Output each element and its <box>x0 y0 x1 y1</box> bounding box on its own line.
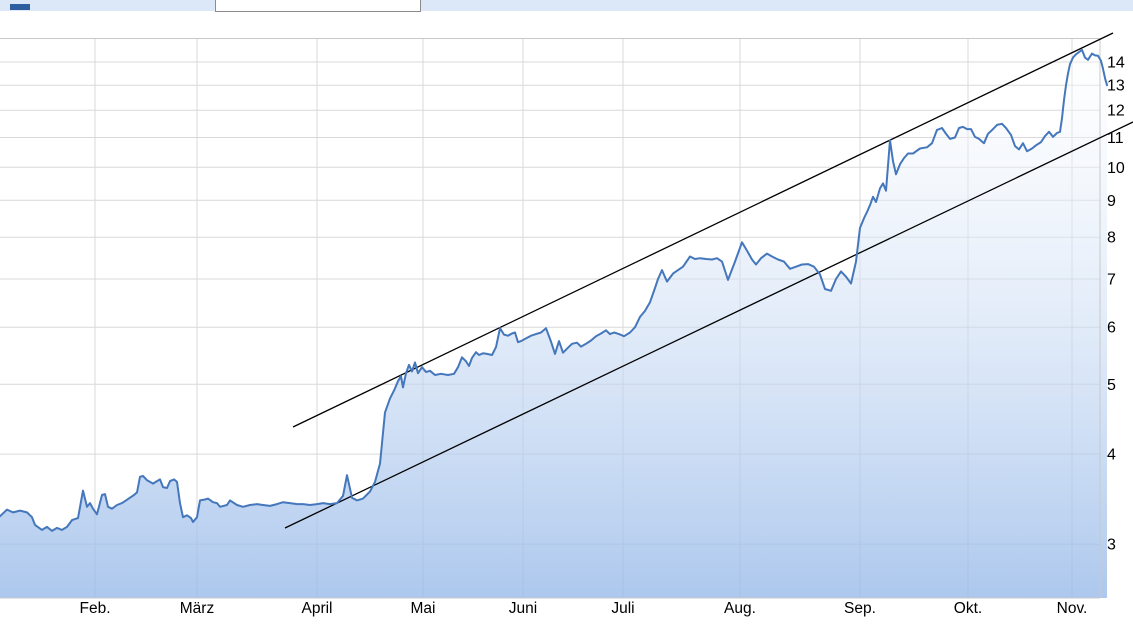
price-area <box>0 49 1107 598</box>
y-axis-label: 4 <box>1107 447 1116 464</box>
trend-channel-lines <box>284 32 1133 529</box>
x-axis-label: Feb. <box>79 600 110 617</box>
y-axis-label: 7 <box>1107 272 1116 289</box>
y-axis-label: 14 <box>1107 55 1125 72</box>
x-axis-label: März <box>180 600 214 617</box>
toolbar-logo-block <box>10 4 30 10</box>
top-toolbar-strip <box>0 0 1133 12</box>
x-axis-label: Sep. <box>844 600 876 617</box>
x-axis-label: Juni <box>509 600 537 617</box>
trendline-upper <box>292 32 1114 428</box>
y-axis-label: 12 <box>1107 103 1125 120</box>
y-axis-labels: 3 4 5 6 7 8 9 10 11 12 13 14 <box>1107 55 1125 554</box>
x-axis-label: Juli <box>611 600 634 617</box>
y-axis-label: 13 <box>1107 78 1125 95</box>
y-axis-label: 10 <box>1107 160 1125 177</box>
y-axis-label: 3 <box>1107 537 1116 554</box>
x-axis-label: Nov. <box>1057 600 1088 617</box>
price-line <box>0 48 1108 532</box>
price-series-line <box>0 48 1108 532</box>
x-axis-label: Okt. <box>954 600 982 617</box>
x-axis-labels: Feb. März April Mai Juni Juli Aug. Sep. Okt. Nov. <box>79 600 1087 617</box>
y-axis-label: 8 <box>1107 230 1116 247</box>
trendline-lower <box>284 121 1133 529</box>
y-axis-label: 6 <box>1107 320 1116 337</box>
plot-border <box>0 38 1101 599</box>
x-axis-label: Mai <box>411 600 436 617</box>
y-axis-label: 11 <box>1107 130 1124 147</box>
toolbar-dropdown-box[interactable] <box>215 0 421 12</box>
y-axis-label: 5 <box>1107 377 1116 394</box>
x-axis-label: April <box>301 600 332 617</box>
x-axis-label: Aug. <box>724 600 756 617</box>
y-axis-label: 9 <box>1107 193 1116 210</box>
price-area-fill <box>0 49 1107 598</box>
